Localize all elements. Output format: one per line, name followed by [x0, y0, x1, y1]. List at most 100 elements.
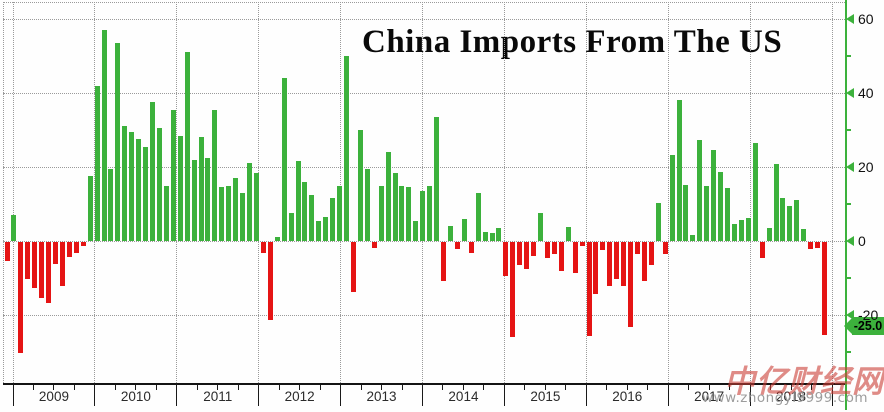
bar-positive — [198, 137, 204, 241]
bar-negative — [267, 242, 273, 320]
bar-negative — [579, 242, 585, 246]
quarter-tick — [709, 385, 710, 390]
bar-negative — [621, 242, 627, 286]
bar-positive — [247, 163, 252, 241]
bar-positive — [538, 213, 543, 242]
bar-positive — [163, 185, 169, 241]
y-tick-label: -20 — [858, 307, 879, 323]
bar-positive — [101, 30, 107, 241]
last-value-badge-arrow-icon — [844, 317, 853, 335]
bar-positive — [11, 215, 17, 241]
bar-positive — [295, 161, 301, 241]
quarter-tick — [238, 385, 239, 390]
y-minor-tick — [845, 277, 851, 279]
bar-positive — [399, 185, 405, 241]
bar-negative — [371, 242, 377, 248]
bar-positive — [212, 109, 218, 241]
year-gridline — [832, 2, 833, 383]
year-tick — [750, 383, 751, 406]
year-label: 2013 — [366, 389, 397, 404]
quarter-tick — [156, 385, 157, 390]
bar-positive — [773, 164, 779, 241]
bar-positive — [378, 185, 384, 241]
year-gridline — [750, 2, 751, 383]
bar-positive — [787, 205, 793, 241]
bar-positive — [150, 102, 155, 242]
quarter-tick — [729, 385, 730, 390]
year-label: 2009 — [38, 389, 69, 404]
year-tick — [176, 383, 177, 406]
year-tick — [668, 383, 669, 406]
bar-positive — [191, 159, 197, 241]
quarter-tick — [74, 385, 75, 390]
bar-positive — [718, 172, 724, 241]
bar-negative — [4, 242, 10, 261]
quarter-tick — [217, 385, 218, 390]
bar-negative — [454, 242, 460, 250]
year-label: 2011 — [203, 389, 233, 404]
bar-negative — [648, 242, 654, 266]
plot-border-left — [3, 2, 4, 383]
year-label: 2017 — [694, 389, 725, 404]
quarter-tick — [483, 385, 484, 390]
bar-negative — [544, 242, 550, 258]
quarter-tick — [545, 385, 546, 390]
chart-title: China Imports From The US — [362, 24, 783, 60]
bar-positive — [94, 85, 100, 241]
bar-positive — [240, 192, 246, 241]
bar-positive — [738, 219, 744, 241]
bar-negative — [586, 242, 592, 337]
bar-positive — [129, 131, 135, 241]
bar-positive — [489, 232, 495, 241]
bar-positive — [357, 130, 363, 241]
y-tick-label: 40 — [858, 85, 874, 101]
bar-positive — [704, 185, 710, 241]
bar-positive — [565, 226, 571, 241]
bar-positive — [288, 213, 294, 242]
quarter-tick — [53, 385, 54, 390]
y-minor-tick — [845, 129, 851, 131]
quarter-tick — [442, 385, 443, 390]
bar-negative — [551, 242, 557, 254]
year-tick — [832, 383, 833, 406]
year-tick — [422, 383, 423, 406]
bar-negative — [80, 242, 86, 246]
bar-negative — [517, 242, 523, 265]
bar-negative — [628, 242, 633, 328]
year-tick — [504, 383, 505, 406]
bar-positive — [482, 231, 488, 242]
bar-positive — [316, 220, 322, 242]
bar-positive — [697, 140, 703, 241]
bar-positive — [108, 168, 114, 241]
y-minor-tick — [845, 351, 851, 353]
bar-positive — [392, 172, 398, 242]
year-label: 2018 — [776, 389, 807, 404]
bar-negative — [600, 242, 606, 251]
quarter-tick — [791, 385, 792, 390]
bar-negative — [441, 242, 446, 281]
bar-positive — [406, 187, 412, 241]
bar-negative — [614, 242, 620, 279]
year-gridline — [94, 2, 95, 383]
year-tick — [94, 383, 95, 406]
bar-positive — [780, 198, 786, 241]
bar-positive — [136, 139, 142, 242]
year-tick — [586, 383, 587, 406]
bar-positive — [461, 218, 467, 241]
bar-negative — [593, 242, 599, 294]
quarter-tick — [320, 385, 321, 390]
quarter-tick — [606, 385, 607, 390]
bar-positive — [731, 224, 737, 241]
bar-positive — [253, 172, 259, 242]
last-value-badge: -25.0 — [852, 317, 884, 335]
y-tick-arrow-icon — [846, 236, 854, 246]
y-tick-arrow-icon — [846, 88, 854, 98]
x-axis-line — [3, 383, 847, 385]
bar-positive — [323, 216, 329, 241]
quarter-tick — [402, 385, 403, 390]
bar-positive — [683, 184, 689, 241]
quarter-tick — [811, 385, 812, 390]
bar-negative — [18, 242, 24, 353]
bar-positive — [496, 228, 502, 241]
